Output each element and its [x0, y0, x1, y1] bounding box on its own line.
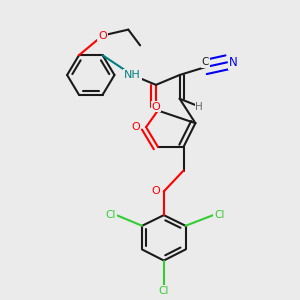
Text: C: C — [202, 57, 209, 68]
Text: Cl: Cl — [214, 210, 224, 220]
Text: O: O — [98, 31, 107, 40]
Text: N: N — [229, 56, 237, 69]
Text: O: O — [132, 122, 141, 132]
Text: O: O — [152, 102, 160, 112]
Text: Cl: Cl — [159, 286, 169, 296]
Text: Cl: Cl — [105, 210, 116, 220]
Text: H: H — [196, 102, 203, 112]
Text: NH: NH — [124, 70, 141, 80]
Text: O: O — [152, 186, 160, 197]
